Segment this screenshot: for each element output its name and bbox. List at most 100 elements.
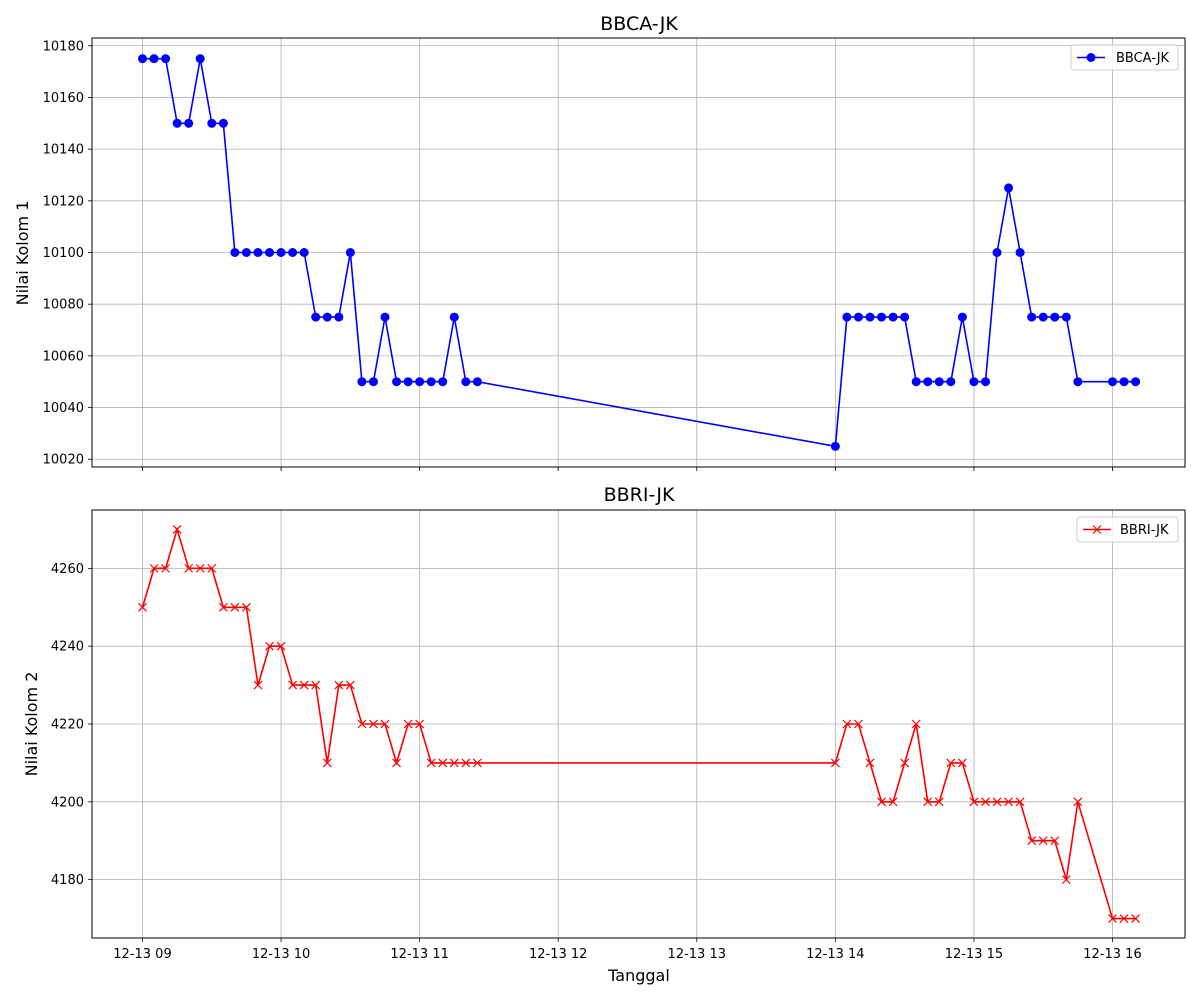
bbca-data-point (923, 377, 933, 387)
bbri-ytick-label: 4200 (51, 795, 84, 810)
bbri-data-point (392, 758, 401, 768)
bbca-data-point (969, 377, 979, 387)
bbca-data-point (1108, 377, 1117, 387)
bbri-data-point (357, 719, 367, 729)
bbca-ytick-label: 10100 (43, 246, 84, 261)
bbri-data-point (992, 797, 1002, 807)
bbca-data-point (830, 441, 840, 451)
bbca-data-point (184, 118, 194, 128)
bbca-data-point (888, 312, 898, 322)
bbca-data-point (161, 54, 171, 64)
bbca-y-axis: 10020 10040 10060 10080 10100 10120 10140 10160… (43, 39, 92, 468)
bbri-data-point (334, 680, 344, 690)
bbca-ytick-label: 10060 (43, 349, 84, 364)
bbca-data-point (1038, 312, 1048, 322)
bbca-ytick-label: 10080 (43, 298, 84, 313)
bbca-data-point (415, 377, 425, 387)
bbri-data-point (1050, 836, 1060, 846)
bbri-data-point (877, 797, 886, 807)
bbri-data-point (957, 758, 967, 768)
bbri-data-point (461, 758, 471, 768)
bbca-data-point (311, 312, 321, 322)
bbca-data-point (957, 312, 967, 322)
bbri-plot-frame (91, 509, 1186, 939)
bbca-data-point (368, 377, 378, 387)
bbri-ytick-label: 4240 (51, 640, 84, 655)
bbca-ytick-label: 10160 (43, 91, 84, 106)
bbri-data-point (380, 719, 390, 729)
bbca-x-axis (142, 467, 1113, 471)
bbri-ylabel: Nilai Kolom 2 (22, 672, 41, 777)
bbri-title: BBRI-JK (604, 484, 675, 506)
bbca-data-point (218, 118, 228, 128)
bbri-data-point (1131, 914, 1141, 923)
bbri-y-axis: 4180 4200 4220 4240 4260 (51, 562, 92, 888)
bbri-data-point (288, 680, 298, 690)
bbri-data-point (438, 758, 448, 768)
bbri-xlabel: Tanggal (607, 966, 670, 985)
bbca-data-point (253, 248, 263, 257)
bbri-data-point (345, 680, 355, 690)
bbca-data-point (461, 377, 471, 387)
bbca-data-point (265, 248, 275, 257)
bbca-ytick-label: 10040 (43, 401, 84, 416)
bbca-data-point (992, 248, 1002, 257)
bbri-data-point (138, 602, 147, 612)
bbca-data-point (853, 312, 863, 322)
bbri-data-point (415, 719, 425, 729)
bbri-data-point (1073, 797, 1083, 807)
bbca-data-point (195, 54, 205, 64)
bbca-title: BBCA-JK (600, 13, 678, 35)
bbca-ylabel: Nilai Kolom 1 (13, 201, 32, 306)
bbri-data-point (1004, 797, 1013, 807)
bbri-data-point (449, 758, 459, 768)
bbca-data-point (345, 248, 355, 257)
bbca-data-point (276, 248, 286, 257)
bbca-legend-label: BBCA-JK (1116, 51, 1170, 66)
bbca-data-point (449, 312, 459, 322)
bbri-ytick-label: 4260 (51, 562, 84, 577)
bbca-data-point (911, 377, 921, 387)
bbri-data-point (322, 758, 332, 768)
bbri-data-point (888, 797, 898, 807)
bbca-data-point (403, 377, 413, 387)
bbri-data-point (865, 758, 875, 768)
bbri-data-point (969, 797, 979, 807)
bbri-legend-box (1076, 516, 1179, 543)
bbri-data-point (230, 602, 240, 612)
bbca-data-point (1027, 312, 1037, 322)
bbca-data-point (357, 377, 367, 387)
bbca-data-point (1061, 312, 1071, 322)
bbri-grid (92, 510, 1185, 938)
bbca-data-point (207, 118, 217, 128)
bbca-data-point (438, 377, 448, 387)
bbri-data-point (1061, 875, 1071, 885)
bbri-data-point (426, 758, 436, 768)
bbri-data-point (1027, 836, 1037, 846)
xtick-label: 12-13 11 (390, 947, 448, 962)
bbri-data-point (900, 758, 910, 768)
bbca-data-point (1004, 183, 1014, 193)
bbca-data-point (934, 377, 944, 387)
bbca-legend-box (1070, 44, 1179, 71)
bbri-data-point (218, 602, 228, 612)
bbca-data-point (138, 54, 147, 64)
bbri-data-point (299, 680, 309, 690)
bbri-data-point (207, 563, 217, 573)
bbca-data-point (392, 377, 402, 387)
bbri-data-point (830, 758, 840, 768)
bbri-data-point (981, 797, 990, 807)
xtick-label: 12-13 09 (113, 947, 171, 962)
xtick-label: 12-13 15 (945, 947, 1003, 962)
bbca-data-point (900, 312, 910, 322)
bbri-data-point (253, 680, 263, 690)
bbca-data-point (865, 312, 875, 322)
bbri-ytick-label: 4180 (51, 873, 84, 888)
bbca-data-point (230, 248, 240, 257)
bbri-data-point (265, 641, 274, 651)
xtick-label: 12-13 16 (1083, 947, 1141, 962)
bbca-data-point (380, 312, 390, 322)
bbca-ytick-label: 10140 (43, 143, 84, 158)
bbri-data-point (149, 563, 159, 573)
